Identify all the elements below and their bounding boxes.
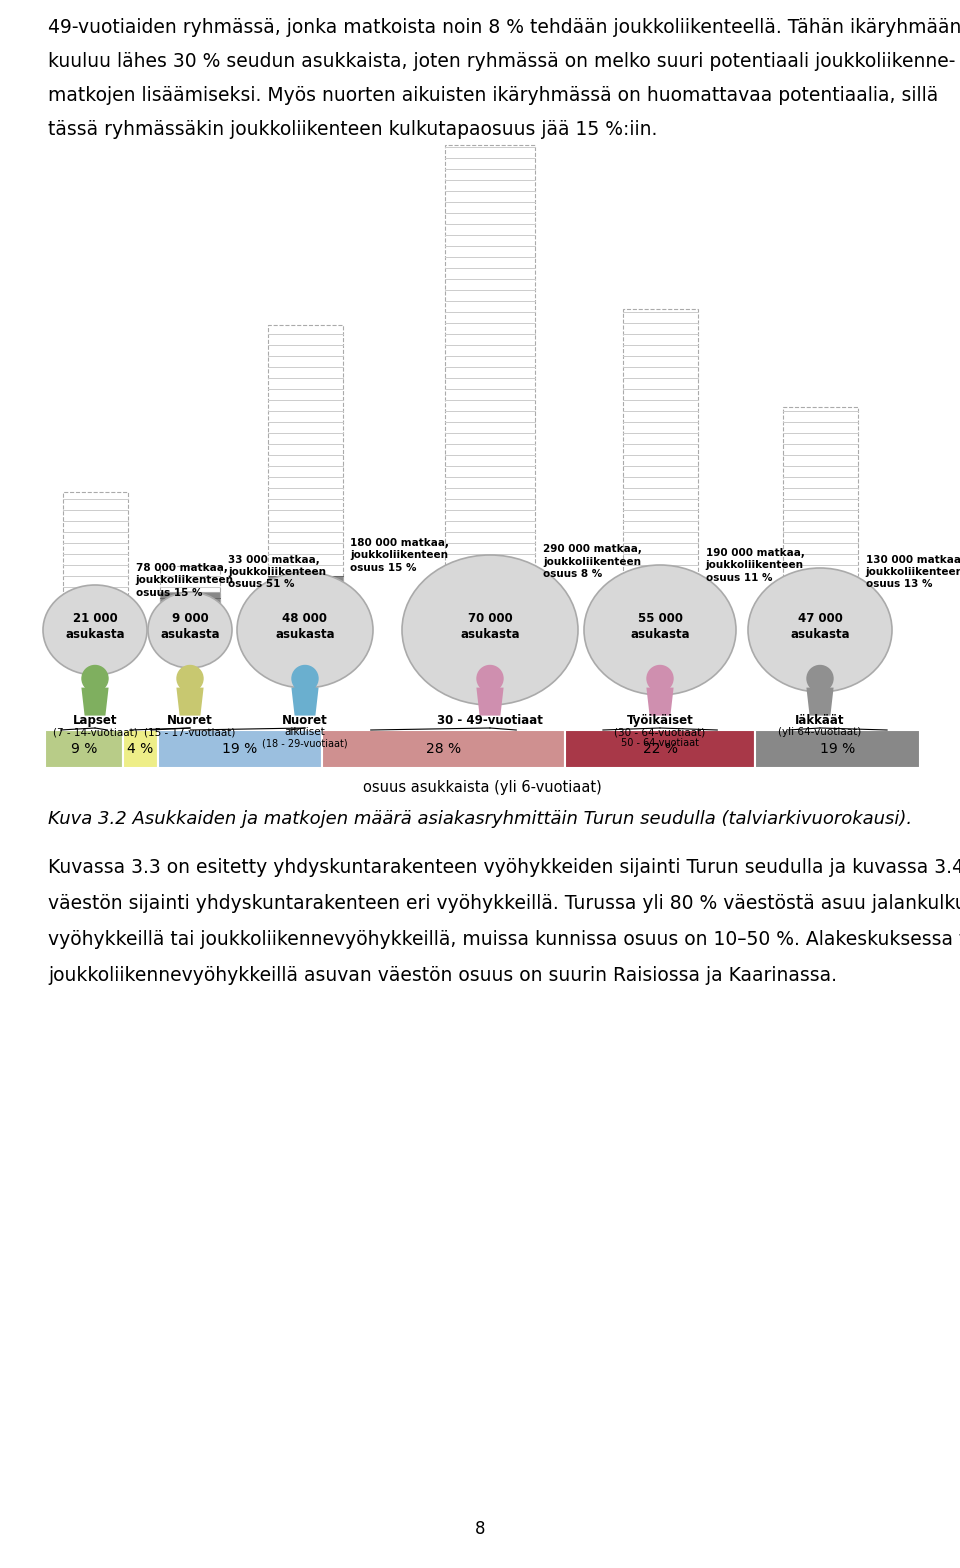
Text: 180 000 matkaa,
joukkoliikenteen
osuus 15 %: 180 000 matkaa, joukkoliikenteen osuus 1… [350, 538, 449, 572]
Bar [160, 566, 220, 619]
Text: 4 %: 4 % [127, 742, 154, 756]
Text: 21 000
asukasta: 21 000 asukasta [65, 612, 125, 640]
Text: 190 000 matkaa,
joukkoliikenteen
osuus 11 %: 190 000 matkaa, joukkoliikenteen osuus 1… [706, 547, 804, 583]
Text: Nuoret: Nuoret [167, 713, 213, 728]
Bar [445, 144, 535, 619]
Circle shape [82, 665, 108, 691]
Text: vyöhykkeillä tai joukkoliikennevyöhykkeillä, muissa kunnissa osuus on 10–50 %. A: vyöhykkeillä tai joukkoliikennevyöhykkei… [48, 930, 960, 949]
Bar [445, 582, 535, 619]
Text: (7 - 14-vuotiaat): (7 - 14-vuotiaat) [53, 728, 137, 737]
Bar [45, 731, 123, 768]
Text: 130 000 matkaa,
joukkoliikenteen
osuus 13 %: 130 000 matkaa, joukkoliikenteen osuus 1… [866, 555, 960, 590]
Bar [564, 731, 756, 768]
Text: 49-vuotiaiden ryhmässä, jonka matkoista noin 8 % tehdään joukkoliikenteellä. Täh: 49-vuotiaiden ryhmässä, jonka matkoista … [48, 17, 960, 38]
Circle shape [292, 665, 318, 691]
Ellipse shape [237, 572, 373, 688]
Text: Lapset: Lapset [73, 713, 117, 728]
Ellipse shape [148, 593, 232, 668]
Text: 33 000 matkaa,
joukkoliikenteen
osuus 51 %: 33 000 matkaa, joukkoliikenteen osuus 51… [228, 555, 326, 590]
Polygon shape [806, 688, 833, 715]
Polygon shape [177, 688, 204, 715]
Bar [268, 325, 343, 619]
Text: 30 - 49-vuotiaat: 30 - 49-vuotiaat [437, 713, 543, 728]
Text: 55 000
asukasta: 55 000 asukasta [630, 612, 690, 640]
Polygon shape [292, 688, 319, 715]
Ellipse shape [584, 564, 736, 695]
Text: 70 000
asukasta: 70 000 asukasta [460, 612, 519, 640]
Text: 47 000
asukasta: 47 000 asukasta [790, 612, 850, 640]
Polygon shape [185, 685, 195, 688]
Text: aikuiset: aikuiset [284, 728, 325, 737]
Text: tässä ryhmässäkin joukkoliikenteen kulkutapaosuus jää 15 %:iin.: tässä ryhmässäkin joukkoliikenteen kulku… [48, 121, 658, 140]
Text: väestön sijainti yhdyskuntarakenteen eri vyöhykkeillä. Turussa yli 80 % väestöst: väestön sijainti yhdyskuntarakenteen eri… [48, 894, 960, 913]
Ellipse shape [402, 555, 578, 706]
Text: (15 - 17-vuotiaat): (15 - 17-vuotiaat) [144, 728, 236, 737]
Text: 50 - 64-vuotiaat: 50 - 64-vuotiaat [621, 739, 699, 748]
Ellipse shape [43, 585, 147, 674]
Text: 290 000 matkaa,
joukkoliikenteen
osuus 8 %: 290 000 matkaa, joukkoliikenteen osuus 8… [543, 544, 642, 579]
Circle shape [647, 665, 673, 691]
Text: Työikäiset: Työikäiset [627, 713, 693, 728]
Bar [62, 601, 128, 619]
Text: (yli 64-vuotiaat): (yli 64-vuotiaat) [779, 728, 862, 737]
Bar [268, 575, 343, 619]
Bar [756, 731, 920, 768]
Polygon shape [300, 685, 310, 688]
Text: (18 - 29-vuotiaat): (18 - 29-vuotiaat) [262, 739, 348, 748]
Text: Kuva 3.2 Asukkaiden ja matkojen määrä asiakasryhmittäin Turun seudulla (talviark: Kuva 3.2 Asukkaiden ja matkojen määrä as… [48, 811, 912, 828]
Polygon shape [485, 685, 495, 688]
Text: 22 %: 22 % [642, 742, 678, 756]
Text: 78 000 matkaa,
joukkoliikenteen
osuus 15 %: 78 000 matkaa, joukkoliikenteen osuus 15… [135, 563, 233, 597]
Polygon shape [90, 685, 100, 688]
Text: matkojen lisäämiseksi. Myös nuorten aikuisten ikäryhmässä on huomattavaa potenti: matkojen lisäämiseksi. Myös nuorten aiku… [48, 86, 938, 105]
Text: 28 %: 28 % [426, 742, 461, 756]
Text: 19 %: 19 % [820, 742, 855, 756]
Polygon shape [815, 685, 825, 688]
Polygon shape [655, 685, 665, 688]
Text: joukkoliikennevyöhykkeillä asuvan väestön osuus on suurin Raisiossa ja Kaarinass: joukkoliikennevyöhykkeillä asuvan väestö… [48, 966, 837, 985]
Bar [157, 731, 323, 768]
Text: kuuluu lähes 30 % seudun asukkaista, joten ryhmässä on melko suuri potentiaali j: kuuluu lähes 30 % seudun asukkaista, jot… [48, 52, 955, 71]
Bar [782, 408, 857, 619]
Polygon shape [476, 688, 504, 715]
Text: 9 000
asukasta: 9 000 asukasta [160, 612, 220, 640]
Circle shape [477, 665, 503, 691]
Text: 19 %: 19 % [223, 742, 257, 756]
Text: osuus asukkaista (yli 6-vuotiaat): osuus asukkaista (yli 6-vuotiaat) [363, 779, 602, 795]
Text: Kuvassa 3.3 on esitetty yhdyskuntarakenteen vyöhykkeiden sijainti Turun seudulla: Kuvassa 3.3 on esitetty yhdyskuntarakent… [48, 858, 960, 877]
Bar [62, 492, 128, 619]
Text: 48 000
asukasta: 48 000 asukasta [276, 612, 335, 640]
Text: 8: 8 [475, 1519, 485, 1538]
Text: Iäkkäät: Iäkkäät [795, 713, 845, 728]
Text: 9 %: 9 % [71, 742, 97, 756]
Bar [160, 593, 220, 619]
Circle shape [177, 665, 203, 691]
Bar [782, 593, 857, 619]
Bar [622, 586, 698, 619]
Circle shape [807, 665, 833, 691]
Bar [323, 731, 564, 768]
Bar [622, 309, 698, 619]
Polygon shape [646, 688, 674, 715]
Text: (30 - 64-vuotiaat): (30 - 64-vuotiaat) [614, 728, 706, 737]
Bar [123, 731, 157, 768]
Polygon shape [82, 688, 108, 715]
Text: Nuoret: Nuoret [282, 713, 328, 728]
Ellipse shape [748, 568, 892, 691]
